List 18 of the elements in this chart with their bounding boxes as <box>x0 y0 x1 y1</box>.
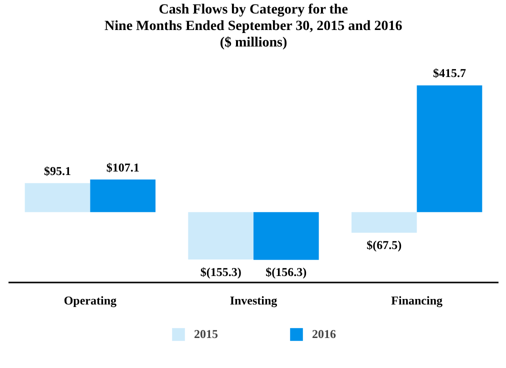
bar <box>352 212 417 233</box>
chart-title: Cash Flows by Category for the Nine Months Ended September 30, 2015 and 2016 ($ millions) <box>104 2 402 50</box>
bar <box>90 180 156 212</box>
data-label: $415.7 <box>433 66 466 80</box>
bar <box>254 212 319 260</box>
data-label: $(155.3) <box>200 264 242 279</box>
data-label: $(67.5) <box>366 238 402 252</box>
data-label: $(156.3) <box>266 265 307 280</box>
legend-label: 2015 <box>194 326 218 342</box>
legend-label: 2016 <box>312 326 336 342</box>
bar <box>416 85 482 212</box>
data-label: $95.1 <box>44 164 71 178</box>
data-label: $107.1 <box>106 160 140 174</box>
x-tick-label: Investing <box>230 294 278 308</box>
bar <box>188 212 254 260</box>
x-tick-label: Operating <box>64 294 117 308</box>
bar <box>24 183 90 212</box>
x-tick-label: Financing <box>391 294 443 308</box>
